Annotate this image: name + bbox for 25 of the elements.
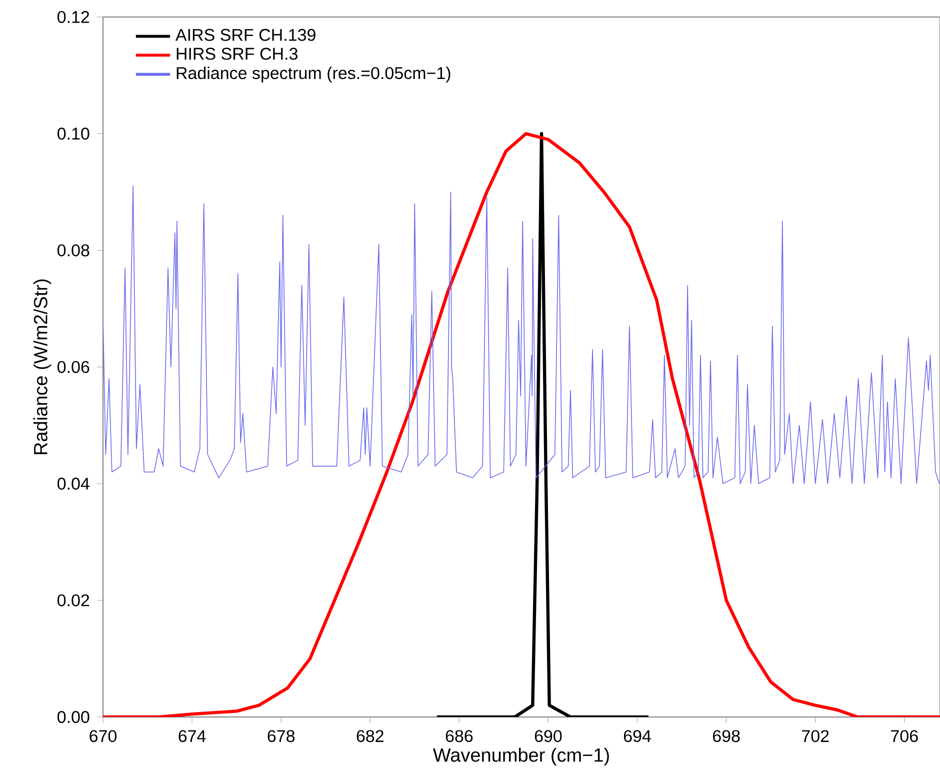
line-series bbox=[435, 132, 650, 718]
y-tick-label: 0.02 bbox=[58, 594, 90, 606]
legend-label: Radiance spectrum (res.=0.05cm−1) bbox=[176, 66, 450, 82]
x-tick-label: 670 bbox=[90, 730, 117, 742]
y-tick-label: 0.04 bbox=[58, 478, 90, 490]
line-series bbox=[103, 132, 940, 718]
x-tick-label: 706 bbox=[891, 730, 918, 742]
x-tick-label: 674 bbox=[178, 730, 206, 742]
x-tick-label: 698 bbox=[713, 730, 740, 742]
legend-label: HIRS SRF CH.3 bbox=[176, 48, 298, 60]
y-axis-title: Radiance (W/m2/Str) bbox=[33, 280, 52, 454]
x-tick-label: 678 bbox=[268, 730, 295, 742]
line-series bbox=[103, 186, 940, 484]
x-tick-label: 686 bbox=[446, 730, 473, 742]
x-tick-label: 702 bbox=[802, 730, 829, 742]
y-tick-label: 0.06 bbox=[58, 360, 90, 374]
x-axis-title: Wavenumber (cm−1) bbox=[433, 748, 609, 766]
x-tick-label: 694 bbox=[624, 730, 651, 742]
x-tick-label: 682 bbox=[356, 730, 384, 742]
y-tick-label: 0.10 bbox=[58, 128, 90, 140]
legend-label: AIRS SRF CH.139 bbox=[175, 28, 316, 41]
y-tick-label: 0.08 bbox=[58, 244, 90, 256]
x-tick-label: 690 bbox=[534, 730, 562, 742]
y-tick-label: 0.00 bbox=[58, 710, 90, 724]
y-tick-label: 0.12 bbox=[58, 10, 90, 23]
